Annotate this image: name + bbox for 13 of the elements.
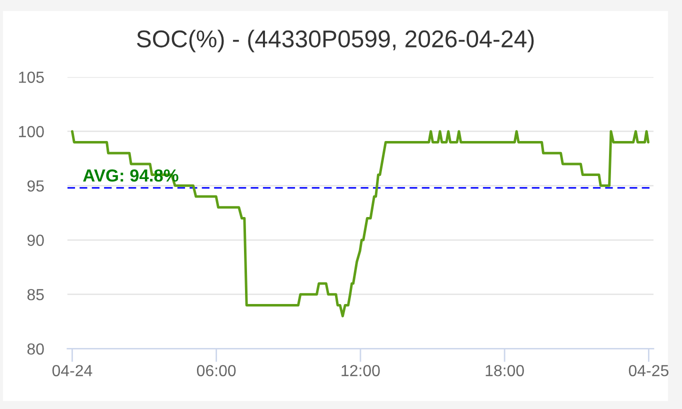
y-tick-label: 80 <box>27 343 44 355</box>
x-tick-label: 04-25 <box>628 364 668 376</box>
line-series <box>70 130 650 318</box>
y-tick-label: 105 <box>19 72 44 83</box>
y-tick-label: 100 <box>19 126 44 138</box>
x-tick-label: 04-24 <box>52 364 92 376</box>
y-tick-label: 85 <box>27 288 44 300</box>
chart-title: SOC(%) - (44330P0599, 2026-04-24) <box>136 30 534 52</box>
y-tick-label: 95 <box>27 180 44 192</box>
x-tick-label: 06:00 <box>196 364 236 376</box>
x-tick-label: 12:00 <box>342 364 380 376</box>
y-tick-label: 90 <box>27 234 44 246</box>
x-tick-label: 18:00 <box>486 364 524 376</box>
